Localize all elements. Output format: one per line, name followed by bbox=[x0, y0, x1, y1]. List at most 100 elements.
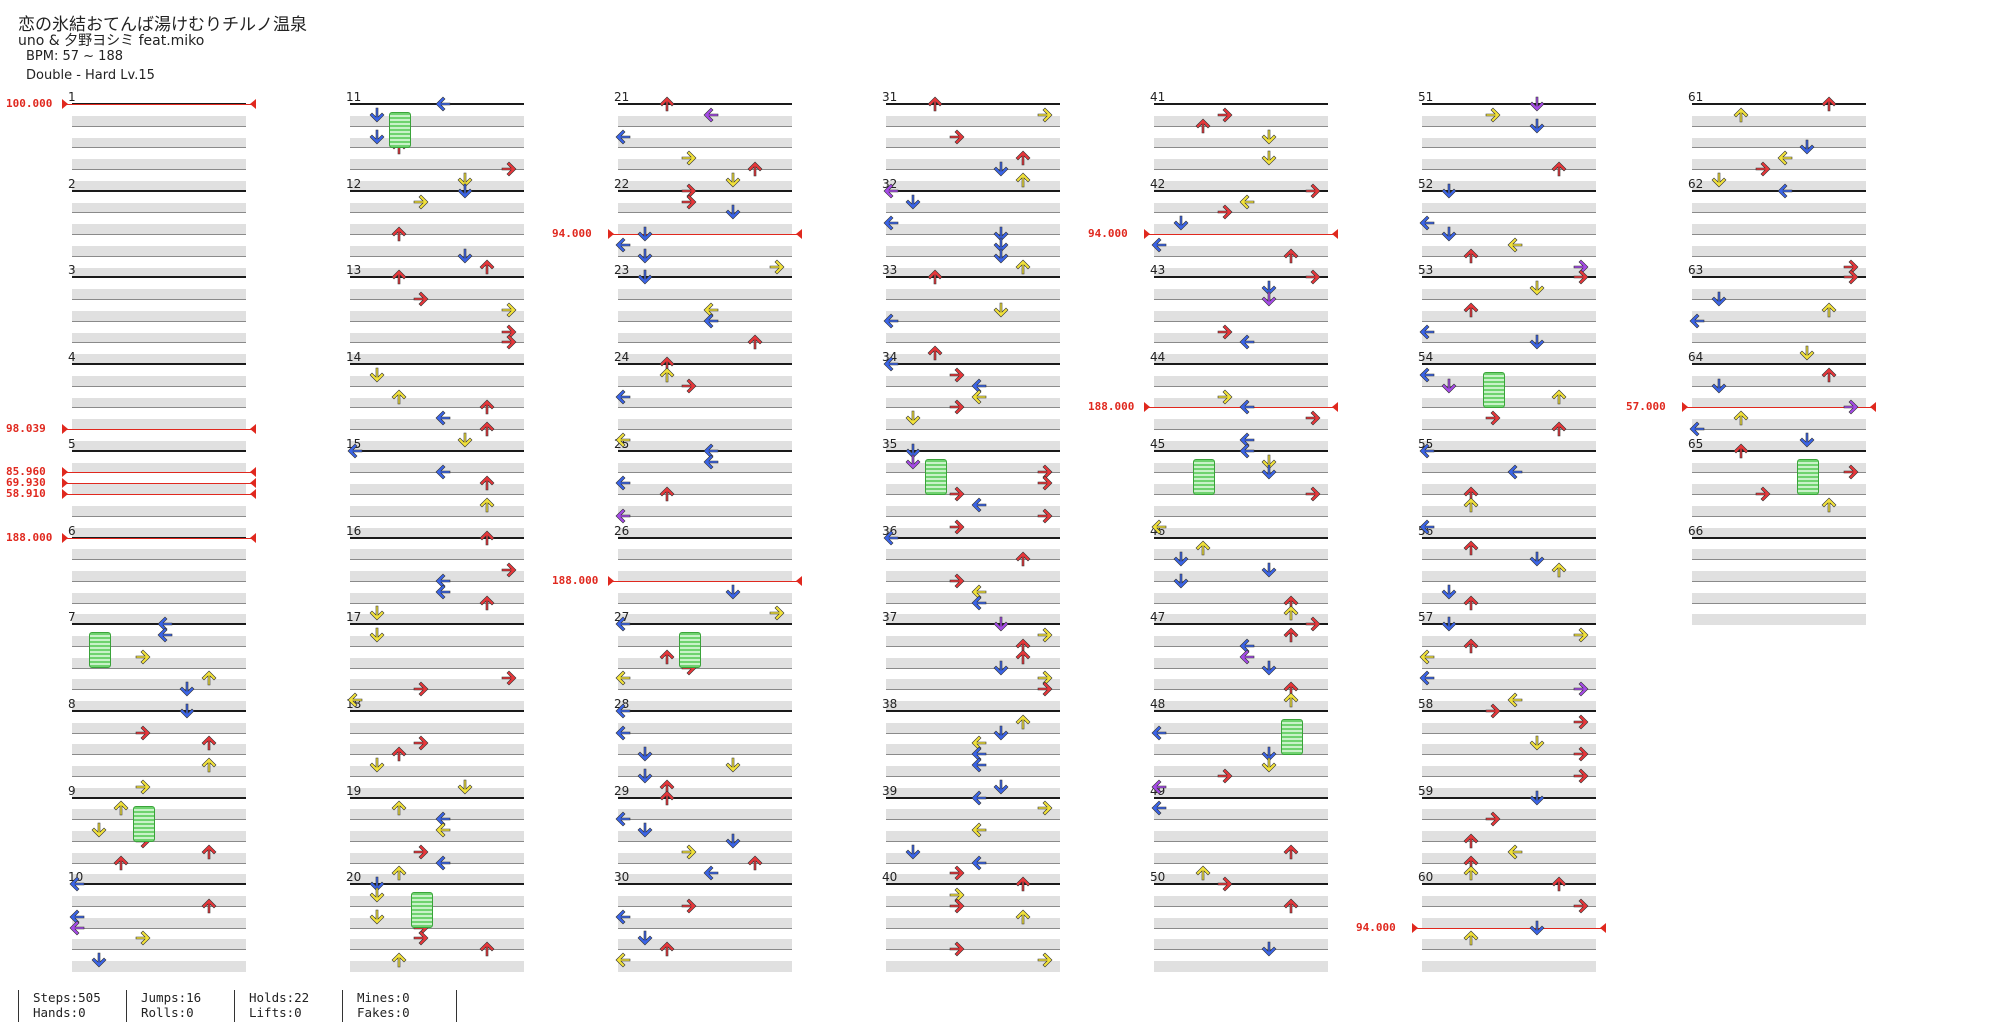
beat-band bbox=[618, 310, 792, 322]
arrow-down-icon bbox=[724, 203, 742, 221]
beat-band bbox=[1422, 831, 1596, 842]
beat-band bbox=[350, 419, 524, 431]
beat-line bbox=[1422, 234, 1596, 236]
measure-number: 2 bbox=[68, 176, 76, 191]
arrow-up-icon bbox=[390, 864, 408, 882]
arrow-right-icon bbox=[680, 377, 698, 395]
arrow-up-icon bbox=[1462, 247, 1480, 265]
beat-band bbox=[1692, 419, 1866, 431]
arrow-up-icon bbox=[658, 940, 676, 958]
beat-line bbox=[886, 580, 1060, 582]
beat-line bbox=[886, 905, 1060, 907]
beat-band bbox=[350, 397, 524, 409]
hold-note bbox=[1797, 458, 1819, 495]
beat-band bbox=[1154, 961, 1328, 972]
beat-line bbox=[72, 862, 246, 864]
beat-line bbox=[350, 689, 524, 691]
beat-line bbox=[350, 494, 524, 496]
bpm-marker-left bbox=[608, 575, 614, 586]
beat-band bbox=[350, 137, 524, 149]
beat-band bbox=[886, 180, 1060, 192]
arrow-left-icon bbox=[614, 669, 632, 687]
beat-band bbox=[72, 701, 246, 712]
measure-line bbox=[1422, 276, 1596, 279]
beat-band bbox=[72, 809, 246, 821]
measure-number: 5 bbox=[68, 436, 76, 451]
beat-band bbox=[618, 419, 792, 431]
beat-line bbox=[618, 342, 792, 344]
beat-band bbox=[72, 419, 246, 431]
measure-line bbox=[1154, 276, 1328, 279]
bpm-marker-right bbox=[250, 489, 256, 500]
bpm-marker-left bbox=[62, 532, 68, 543]
beat-line bbox=[1422, 320, 1596, 322]
arrow-up-icon bbox=[1462, 539, 1480, 557]
beat-band bbox=[350, 679, 524, 691]
beat-band bbox=[350, 852, 524, 864]
measure-line bbox=[618, 709, 792, 712]
beat-line bbox=[886, 819, 1060, 821]
stat-rolls: Rolls:0 bbox=[141, 1005, 194, 1020]
beat-band bbox=[1422, 961, 1596, 972]
measure-number: 41 bbox=[1150, 90, 1166, 104]
beat-line bbox=[72, 125, 246, 127]
beat-band bbox=[886, 571, 1060, 582]
beat-band bbox=[1692, 137, 1866, 149]
beat-band bbox=[886, 505, 1060, 517]
beat-line bbox=[618, 385, 792, 387]
beat-band bbox=[1422, 115, 1596, 127]
beat-band bbox=[1154, 354, 1328, 366]
beat-band bbox=[350, 809, 524, 821]
arrow-left-icon bbox=[970, 594, 988, 612]
beat-line bbox=[350, 255, 524, 257]
stat-steps: Steps:505 bbox=[33, 990, 101, 1005]
bpm-change-line bbox=[608, 234, 802, 236]
measure-number: 30 bbox=[614, 870, 630, 885]
arrow-down-icon bbox=[992, 724, 1010, 742]
measure-line bbox=[350, 363, 524, 366]
arrow-right-icon bbox=[1036, 799, 1054, 817]
beat-band bbox=[886, 701, 1060, 712]
beat-band bbox=[1422, 440, 1596, 452]
beat-line bbox=[1692, 320, 1866, 322]
beat-line bbox=[350, 342, 524, 344]
beat-line bbox=[1422, 775, 1596, 777]
stat-holds: Holds:22 bbox=[249, 990, 310, 1005]
arrow-left-icon bbox=[434, 583, 452, 601]
arrow-up-icon bbox=[200, 897, 218, 915]
beat-band bbox=[886, 202, 1060, 214]
beat-band bbox=[1422, 744, 1596, 756]
bpm-marker-left bbox=[62, 99, 68, 109]
beat-band bbox=[72, 397, 246, 409]
arrow-up-icon bbox=[746, 854, 764, 872]
beat-line bbox=[886, 472, 1060, 474]
beat-line bbox=[1154, 819, 1328, 821]
beat-band bbox=[1154, 744, 1328, 756]
beat-band bbox=[1154, 722, 1328, 734]
measure-number: 12 bbox=[346, 176, 362, 191]
beat-band bbox=[1154, 267, 1328, 279]
arrow-down-icon bbox=[90, 821, 108, 839]
beat-line bbox=[1154, 429, 1328, 431]
arrow-down-icon bbox=[636, 225, 654, 243]
beat-line bbox=[618, 125, 792, 127]
beat-line bbox=[72, 667, 246, 669]
measure-number: 9 bbox=[68, 783, 76, 798]
beat-band bbox=[886, 484, 1060, 496]
beat-line bbox=[350, 602, 524, 604]
beat-band bbox=[886, 440, 1060, 452]
arrow-down-icon bbox=[1528, 117, 1546, 135]
arrow-down-icon bbox=[1260, 745, 1278, 763]
arrow-up-icon bbox=[1194, 539, 1212, 557]
beat-band bbox=[72, 939, 246, 951]
arrow-down-icon bbox=[1710, 377, 1728, 395]
arrow-right-icon bbox=[768, 604, 786, 622]
beat-band bbox=[1692, 180, 1866, 192]
beat-band bbox=[618, 874, 792, 886]
beat-band bbox=[1154, 397, 1328, 409]
beat-line bbox=[350, 320, 524, 322]
arrow-left-icon bbox=[346, 442, 364, 460]
beat-line bbox=[72, 515, 246, 517]
arrow-down-icon bbox=[1798, 138, 1816, 156]
beat-band bbox=[618, 375, 792, 387]
